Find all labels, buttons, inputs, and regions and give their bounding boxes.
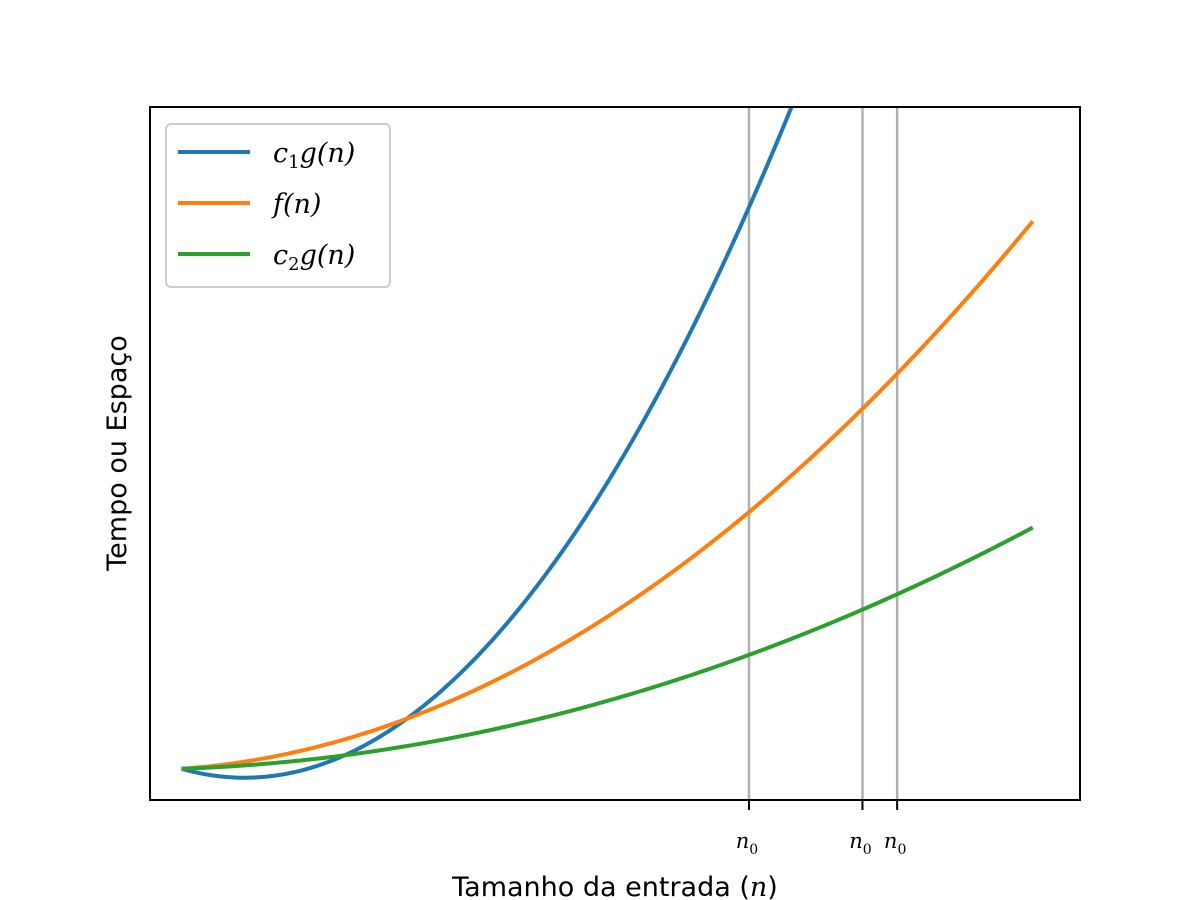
x-tick-label-2: n0 — [884, 829, 906, 858]
legend: c1g(n) f(n) c2g(n) — [165, 123, 391, 288]
legend-label-0: c1g(n) — [273, 138, 355, 173]
legend-label-1: f(n) — [271, 189, 321, 220]
series-line-0 — [180, 107, 794, 780]
x-axis-label: Tamanho da entrada (n) — [451, 872, 778, 900]
legend-label-2: c2g(n) — [273, 240, 355, 275]
legend-box — [165, 123, 391, 288]
x-tick-label-1: n0 — [849, 829, 871, 858]
x-tick-label-0: n0 — [736, 829, 758, 858]
y-axis-label: Tempo ou Espaço — [102, 335, 133, 571]
axes-frame — [149, 106, 1081, 801]
series-line-1 — [181, 220, 1035, 771]
x-ticks: n0 n0 n0 — [736, 800, 906, 858]
series-line-2 — [181, 525, 1034, 771]
plot-area — [180, 107, 1035, 800]
